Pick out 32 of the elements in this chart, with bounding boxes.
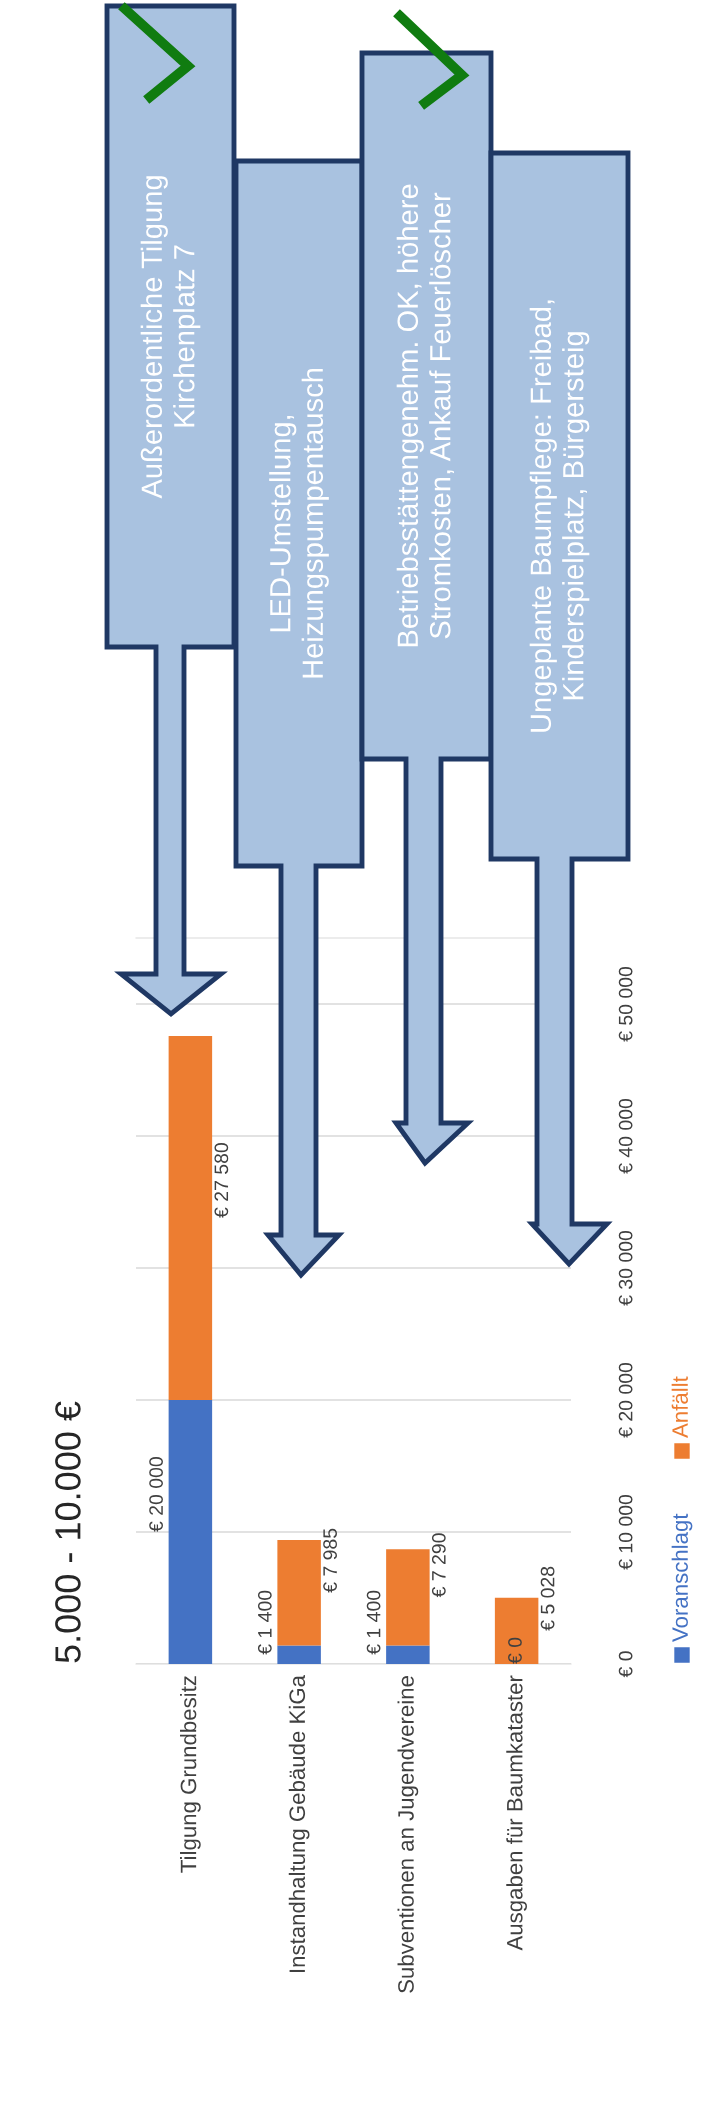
y-tick-label: € 0	[618, 1651, 633, 1678]
text: 5.000 - 10.000 €	[55, 1401, 81, 1663]
bar	[277, 1645, 321, 1664]
data-label: € 1 400	[257, 1590, 272, 1655]
bar	[386, 1645, 430, 1664]
x-tick-label: Subventionen an Jugendvereine	[397, 1676, 419, 1993]
y-tick-label: € 20 000	[618, 1362, 633, 1438]
bar	[494, 1597, 539, 1664]
data-label: € 5 028	[540, 1566, 555, 1631]
text: Anfällt	[671, 1376, 688, 1438]
x-tick-label: Instandhaltung Gebäude KiGa	[288, 1675, 310, 1973]
bar	[168, 1035, 213, 1400]
text: Außerordentliche Tilgung Kirchenplatz 7	[140, 176, 201, 499]
bar	[168, 1400, 213, 1664]
data-label: € 7 290	[431, 1533, 446, 1598]
y-tick-label: € 40 000	[618, 1098, 633, 1174]
data-label: € 0	[508, 1637, 522, 1664]
text: Ungeplante Baumpflege: Freibad, Kinderspielplatz, Bürgersteig	[529, 300, 590, 732]
data-label: € 7 985	[323, 1528, 337, 1593]
x-tick-label: Tilgung Grundbesitz	[180, 1676, 201, 1873]
text: Betriebsstättengenehm. OK, höhere Stromkosten, Ankauf Feuerlöscher	[396, 184, 455, 647]
bar	[386, 1549, 430, 1646]
x-tick-label: Ausgaben für Baumkataster	[506, 1675, 527, 1951]
text: Voranschlagt	[671, 1513, 693, 1642]
y-tick-label: € 30 000	[618, 1230, 633, 1306]
data-label: € 20 000	[149, 1457, 163, 1532]
data-label: € 27 580	[214, 1143, 229, 1218]
y-tick-label: € 50 000	[618, 966, 633, 1042]
y-tick-label: € 10 000	[618, 1494, 633, 1570]
bar	[277, 1540, 321, 1646]
text: LED-Umstellung, Heizungspumpentausch	[269, 368, 329, 678]
data-label: € 1 400	[366, 1590, 381, 1655]
